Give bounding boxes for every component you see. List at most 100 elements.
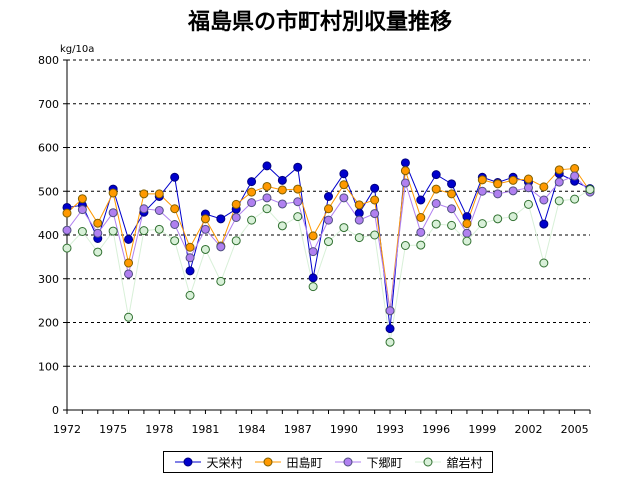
axes (63, 59, 591, 414)
data-point (170, 204, 180, 214)
series-2-markers (62, 164, 595, 316)
data-point (354, 233, 364, 243)
legend-label: 舘岩村 (446, 455, 483, 470)
data-point (124, 312, 134, 322)
data-point (62, 243, 72, 253)
data-point (493, 214, 503, 224)
data-point (93, 218, 103, 228)
y-axis-unit-label: kg/10a (60, 44, 94, 55)
legend-swatch (255, 457, 282, 467)
data-point (293, 184, 303, 194)
data-point (339, 180, 349, 190)
data-point (62, 208, 72, 218)
data-point (216, 214, 226, 224)
data-point (247, 177, 257, 187)
data-point (493, 189, 503, 199)
data-point (493, 179, 503, 189)
legend-label: 下郷町 (366, 455, 403, 470)
y-tick-label: 700 (38, 98, 59, 111)
x-tick-label: 1972 (53, 423, 81, 436)
data-point (185, 266, 195, 276)
legend-swatch (335, 457, 362, 467)
data-point (354, 215, 364, 225)
data-point (293, 197, 303, 207)
data-point (108, 208, 118, 218)
legend-swatch (415, 457, 442, 467)
y-tick-label: 100 (38, 360, 59, 373)
y-tick-label: 500 (38, 185, 59, 198)
data-point (400, 241, 410, 250)
data-point (554, 165, 564, 175)
data-point (108, 226, 118, 236)
x-tick-label: 1987 (284, 423, 312, 436)
data-point (400, 158, 410, 168)
data-point (231, 199, 241, 209)
data-point (354, 200, 364, 210)
y-tick-label: 300 (38, 273, 59, 286)
data-point (200, 224, 210, 234)
data-point (124, 269, 134, 279)
data-point (554, 196, 564, 206)
y-tick-label: 800 (38, 54, 59, 67)
data-point (324, 237, 333, 247)
x-tick-label: 1990 (330, 423, 358, 436)
data-point (339, 193, 349, 203)
data-point (108, 188, 118, 198)
data-point (385, 324, 395, 334)
data-point (93, 228, 103, 238)
legend-item: 下郷町 (333, 454, 403, 471)
data-point (370, 183, 380, 193)
data-point (247, 198, 257, 208)
legend-marker (343, 457, 353, 467)
data-point (277, 221, 287, 231)
data-point (431, 219, 441, 229)
data-point (462, 236, 472, 246)
data-point (293, 212, 303, 222)
x-tick-label: 2005 (561, 423, 589, 436)
data-point (200, 214, 210, 224)
x-tick-label: 1993 (376, 423, 404, 436)
data-point (539, 258, 549, 268)
data-point (431, 184, 441, 194)
data-point (77, 205, 87, 215)
data-point (416, 195, 426, 205)
x-tick-label: 1996 (422, 423, 450, 436)
legend-label: 田島町 (286, 455, 323, 470)
data-point (93, 247, 103, 257)
data-point (185, 242, 195, 252)
data-point (77, 227, 87, 236)
data-point (308, 273, 318, 283)
x-tick-label: 1999 (468, 423, 496, 436)
data-point (293, 162, 303, 172)
data-point (385, 306, 395, 316)
data-point (523, 174, 533, 184)
data-point (231, 213, 241, 222)
x-tick-label: 1975 (99, 423, 127, 436)
data-point (139, 204, 149, 214)
data-point (247, 215, 257, 225)
data-point (385, 337, 395, 347)
x-tick-label: 1981 (191, 423, 219, 436)
data-point (154, 206, 164, 215)
data-point (277, 199, 287, 209)
data-point (416, 227, 426, 237)
data-point (124, 258, 134, 268)
data-point (216, 276, 226, 286)
data-point (200, 244, 210, 254)
y-tick-labels: 0 100 200 300 400 500 600 700 800 (38, 54, 59, 417)
data-point (62, 225, 72, 235)
data-point (477, 219, 487, 229)
data-point (185, 290, 195, 300)
data-point (308, 282, 318, 292)
data-point (570, 164, 580, 173)
x-tick-label: 1978 (145, 423, 173, 436)
legend-item: 舘岩村 (413, 454, 483, 471)
legend: 天栄村 田島町 下郷町 舘岩村 (163, 451, 493, 473)
data-point (139, 226, 149, 236)
data-point (539, 219, 549, 229)
legend-item: 田島町 (253, 454, 323, 471)
data-point (462, 228, 472, 238)
data-point (370, 209, 380, 219)
data-point (570, 194, 580, 204)
data-point (416, 240, 426, 250)
